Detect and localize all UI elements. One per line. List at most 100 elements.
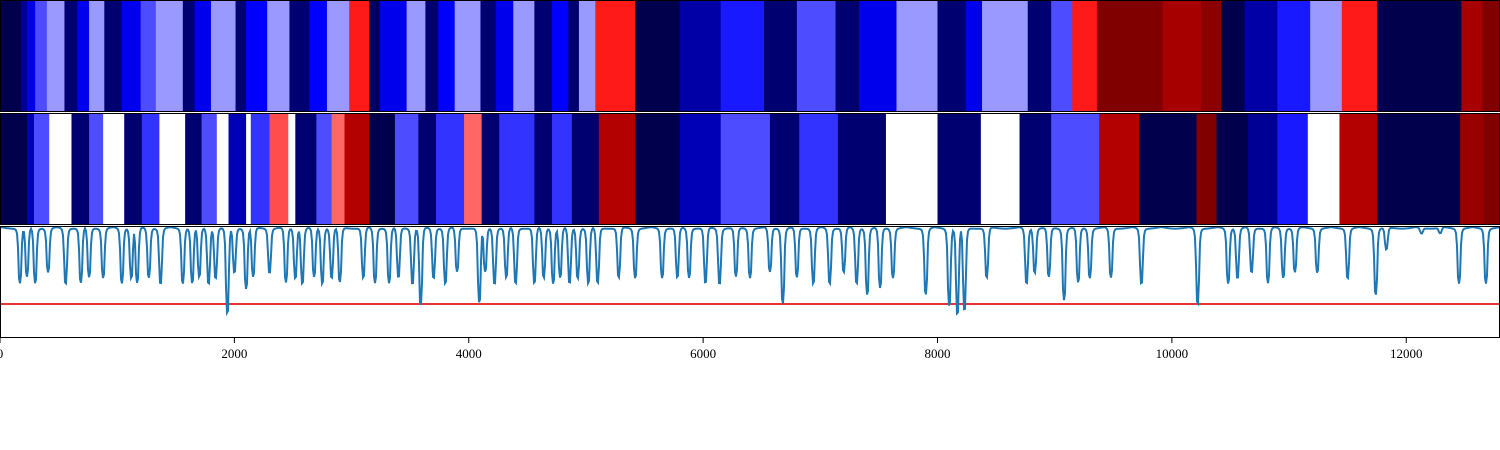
heat-cell	[33, 113, 50, 225]
heat-strip-top	[0, 0, 1500, 112]
heat-cell	[267, 0, 291, 112]
heat-cell	[1096, 0, 1164, 112]
heat-cell	[104, 0, 123, 112]
heat-cell	[289, 0, 310, 112]
heat-cell	[394, 113, 419, 225]
heat-cell	[288, 113, 296, 225]
heat-cell	[1221, 0, 1246, 112]
heat-cell	[551, 0, 569, 112]
heat-cell	[185, 113, 203, 225]
heat-cell	[454, 0, 482, 112]
heat-strip-middle	[0, 113, 1500, 225]
heat-cell	[1307, 113, 1341, 225]
heat-cell	[77, 0, 90, 112]
heat-cell	[1162, 0, 1202, 112]
heat-cell	[201, 113, 218, 225]
heat-cell	[159, 113, 186, 225]
heat-cell	[679, 0, 722, 112]
heat-cell	[1019, 113, 1052, 225]
heat-cell	[269, 113, 289, 225]
heat-cell	[1277, 113, 1309, 225]
heat-cell	[418, 113, 437, 225]
signal-line	[0, 225, 1500, 317]
heat-cell	[182, 0, 196, 112]
heat-cell	[980, 113, 1021, 225]
heat-cell	[250, 113, 271, 225]
heat-cell	[481, 113, 500, 225]
heat-cell	[1339, 113, 1378, 225]
x-tick-label: 4000	[456, 346, 482, 361]
heat-cell	[480, 0, 497, 112]
heat-cell	[1341, 0, 1378, 112]
x-tick-label: 2000	[221, 346, 247, 361]
x-axis: 0 2000 4000 6000 8000 10000 12000	[0, 338, 1423, 361]
heat-cell	[155, 0, 184, 112]
heat-cell	[598, 113, 636, 225]
heat-cell	[796, 0, 837, 112]
heat-cell	[720, 113, 771, 225]
heat-cell	[379, 0, 408, 112]
heat-cell	[595, 0, 636, 112]
heat-cell	[1248, 113, 1278, 225]
heat-cell	[331, 113, 346, 225]
heat-cell	[64, 0, 78, 112]
heat-cell	[635, 113, 681, 225]
heat-cell	[246, 0, 268, 112]
heat-cell	[46, 0, 66, 112]
heat-cell	[35, 0, 48, 112]
heat-cell	[679, 113, 722, 225]
heat-cell	[228, 113, 247, 225]
heat-cell	[937, 0, 967, 112]
heat-cell	[937, 113, 982, 225]
heat-cell	[344, 113, 370, 225]
heat-cell	[141, 113, 160, 225]
heat-cell	[1216, 113, 1249, 225]
heat-cell	[246, 113, 252, 225]
heat-cell	[326, 0, 350, 112]
heat-cell	[140, 0, 157, 112]
heat-cell	[1376, 0, 1462, 112]
heat-cell	[1483, 113, 1500, 225]
heat-cell	[534, 0, 553, 112]
heat-cell	[578, 0, 596, 112]
heat-cell	[1376, 113, 1461, 225]
heat-cell	[885, 113, 939, 225]
heat-cell	[89, 113, 104, 225]
heat-cell	[103, 113, 125, 225]
heat-cell	[235, 0, 247, 112]
heat-cell	[464, 113, 483, 225]
heat-cell	[1099, 113, 1140, 225]
heat-cell	[349, 0, 370, 112]
heat-cell	[194, 0, 212, 112]
signal-panel	[0, 225, 1500, 317]
x-tick-label: 8000	[925, 346, 951, 361]
heat-cell	[309, 0, 328, 112]
heat-cell	[513, 0, 535, 112]
heat-cell	[837, 113, 887, 225]
heat-cell	[316, 113, 333, 225]
heat-cell	[406, 0, 426, 112]
heat-cell	[438, 0, 456, 112]
heat-cell	[799, 113, 839, 225]
heat-cell	[1201, 0, 1222, 112]
heat-cell	[982, 0, 1029, 112]
heat-cell	[121, 0, 142, 112]
heat-cell	[425, 0, 439, 112]
heat-cell	[1051, 113, 1100, 225]
heat-cell	[635, 0, 681, 112]
heat-cell	[369, 0, 381, 112]
heat-cell	[21, 0, 28, 112]
heat-cell	[1196, 113, 1217, 225]
heat-cell	[720, 0, 765, 112]
heat-cell	[499, 113, 535, 225]
heat-cell	[896, 0, 939, 112]
heat-cell	[534, 113, 553, 225]
heat-cell	[124, 113, 143, 225]
heat-cell	[369, 113, 396, 225]
heat-cell	[89, 0, 105, 112]
heat-cell	[1027, 0, 1052, 112]
heat-cell	[26, 113, 35, 225]
heat-cell	[49, 113, 73, 225]
heat-cell	[1051, 0, 1073, 112]
